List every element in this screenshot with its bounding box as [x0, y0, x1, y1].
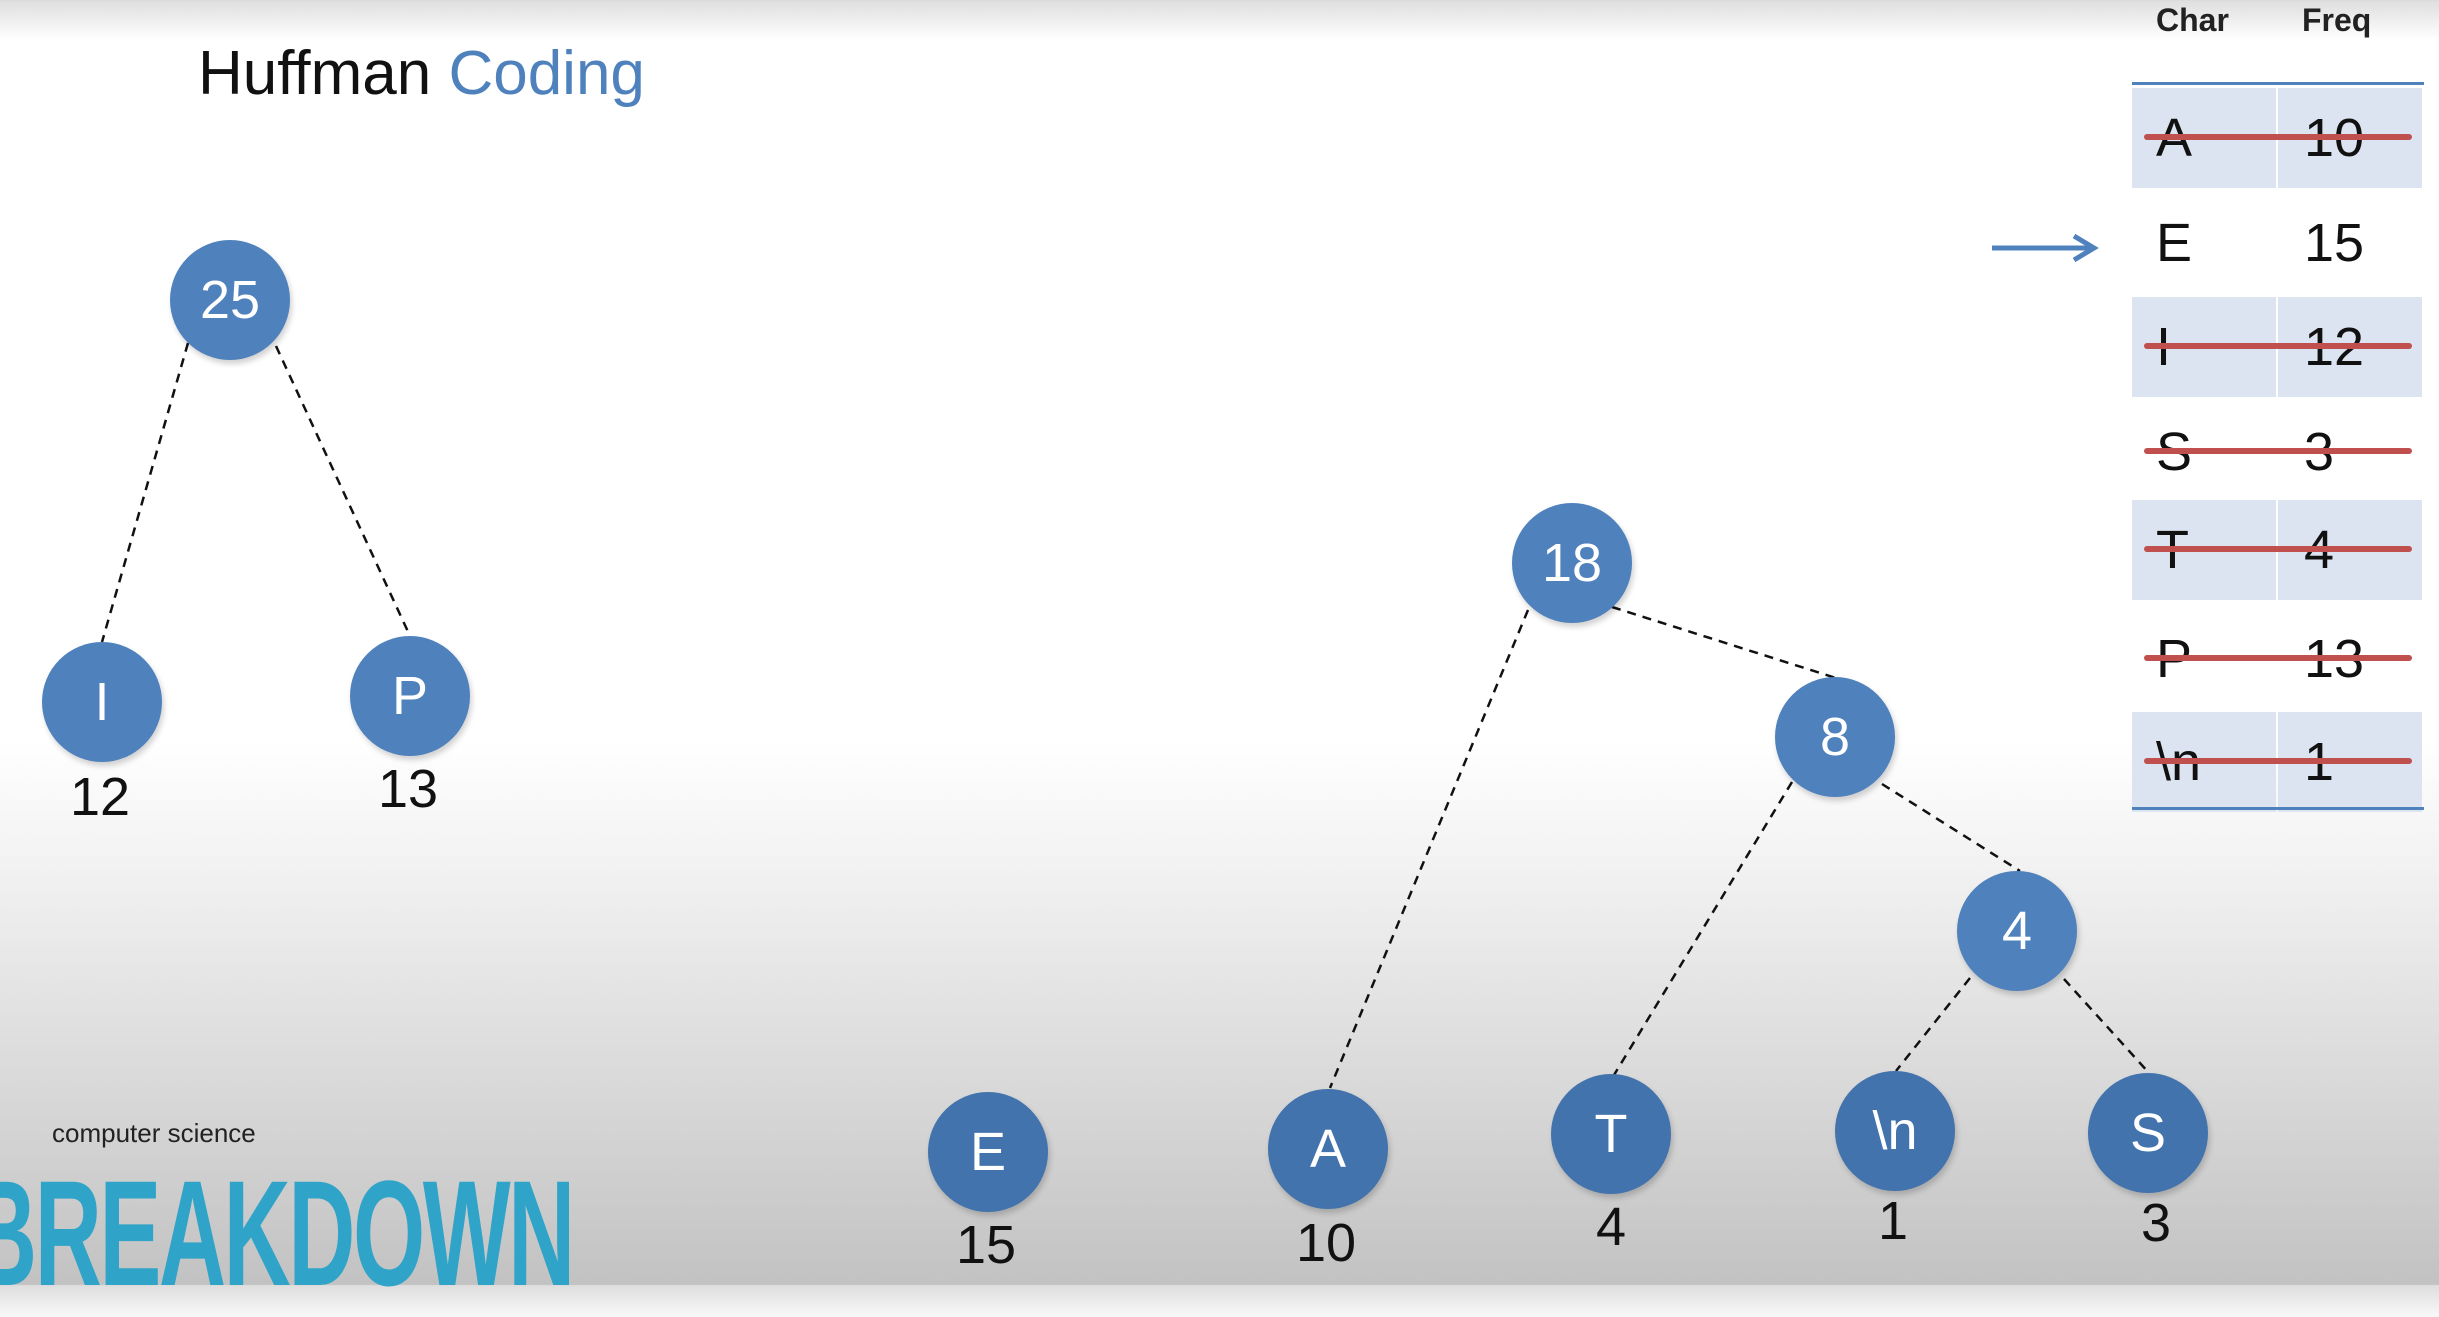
- tree-node-A: A: [1268, 1089, 1388, 1209]
- node-value: \n: [1872, 1101, 1918, 1161]
- table-row: E 15: [2132, 193, 2422, 293]
- strike-line: [2144, 343, 2412, 349]
- tree-node-S: S: [2088, 1073, 2208, 1193]
- node-value: S: [2129, 1103, 2167, 1163]
- strike-line: [2144, 546, 2412, 552]
- freq-label-I: 12: [69, 767, 131, 827]
- header-freq: Freq: [2302, 2, 2372, 38]
- node-value: 4: [2001, 901, 2033, 961]
- node-value: 8: [1819, 707, 1851, 767]
- tree-node-P: P: [350, 636, 470, 756]
- freq-label-E: 15: [955, 1215, 1017, 1275]
- node-value: E: [969, 1122, 1007, 1182]
- strike-line: [2144, 448, 2412, 454]
- table-row: \n 1: [2132, 712, 2422, 812]
- strike-line: [2144, 655, 2412, 661]
- edge-18-A: [1328, 609, 1530, 1089]
- freq-label-newline: 1: [1877, 1191, 1909, 1251]
- edge-4-NL: [1895, 977, 1971, 1072]
- header-char: Char: [2156, 2, 2229, 38]
- logo-wordmark: BREAKDOWN: [0, 1149, 575, 1317]
- table-row: P 13: [2132, 609, 2422, 709]
- freq-label-P: 13: [377, 759, 439, 819]
- node-value: A: [1309, 1119, 1347, 1179]
- edge-8-T: [1612, 781, 1794, 1076]
- edge-18-8: [1611, 605, 1837, 680]
- tree-edges: [100, 342, 2150, 1089]
- tree-node-I: I: [42, 642, 162, 762]
- tree-node-E: E: [928, 1092, 1048, 1212]
- cell-freq: 15: [2304, 213, 2365, 273]
- node-value: T: [1594, 1104, 1628, 1164]
- strike-line: [2144, 758, 2412, 764]
- table-row: I 12: [2132, 297, 2422, 397]
- node-value: 25: [199, 270, 261, 330]
- table-top-border: [2132, 82, 2424, 85]
- node-value: I: [94, 672, 110, 732]
- tree-node-18: 18: [1512, 503, 1632, 623]
- table-bottom-border: [2132, 807, 2424, 810]
- tree-node-T: T: [1551, 1074, 1671, 1194]
- node-value: P: [391, 666, 429, 726]
- freq-label-T: 4: [1595, 1197, 1627, 1257]
- strike-line: [2144, 134, 2412, 140]
- edge-25-I: [100, 342, 190, 643]
- edge-4-S: [2063, 978, 2150, 1074]
- tree-node-4: 4: [1957, 871, 2077, 991]
- edge-8-4: [1881, 782, 2021, 873]
- table-row: A 10: [2132, 88, 2422, 188]
- page-title: Huffman Coding: [198, 38, 645, 109]
- title-accent: Coding: [448, 39, 645, 108]
- cell-char: E: [2156, 213, 2193, 273]
- table-row: S 3: [2132, 402, 2422, 502]
- arrow-right-icon: [1992, 233, 2099, 263]
- node-value: 18: [1541, 533, 1603, 593]
- tree-node-newline: \n: [1835, 1071, 1955, 1191]
- freq-label-S: 3: [2140, 1193, 2172, 1253]
- freq-label-A: 10: [1295, 1213, 1357, 1273]
- title-primary: Huffman: [198, 39, 432, 108]
- tree-node-8: 8: [1775, 677, 1895, 797]
- edge-25-P: [274, 345, 412, 637]
- table-row: T 4: [2132, 500, 2422, 600]
- logo-subtitle: computer science: [52, 1118, 256, 1148]
- tree-node-25: 25: [170, 240, 290, 360]
